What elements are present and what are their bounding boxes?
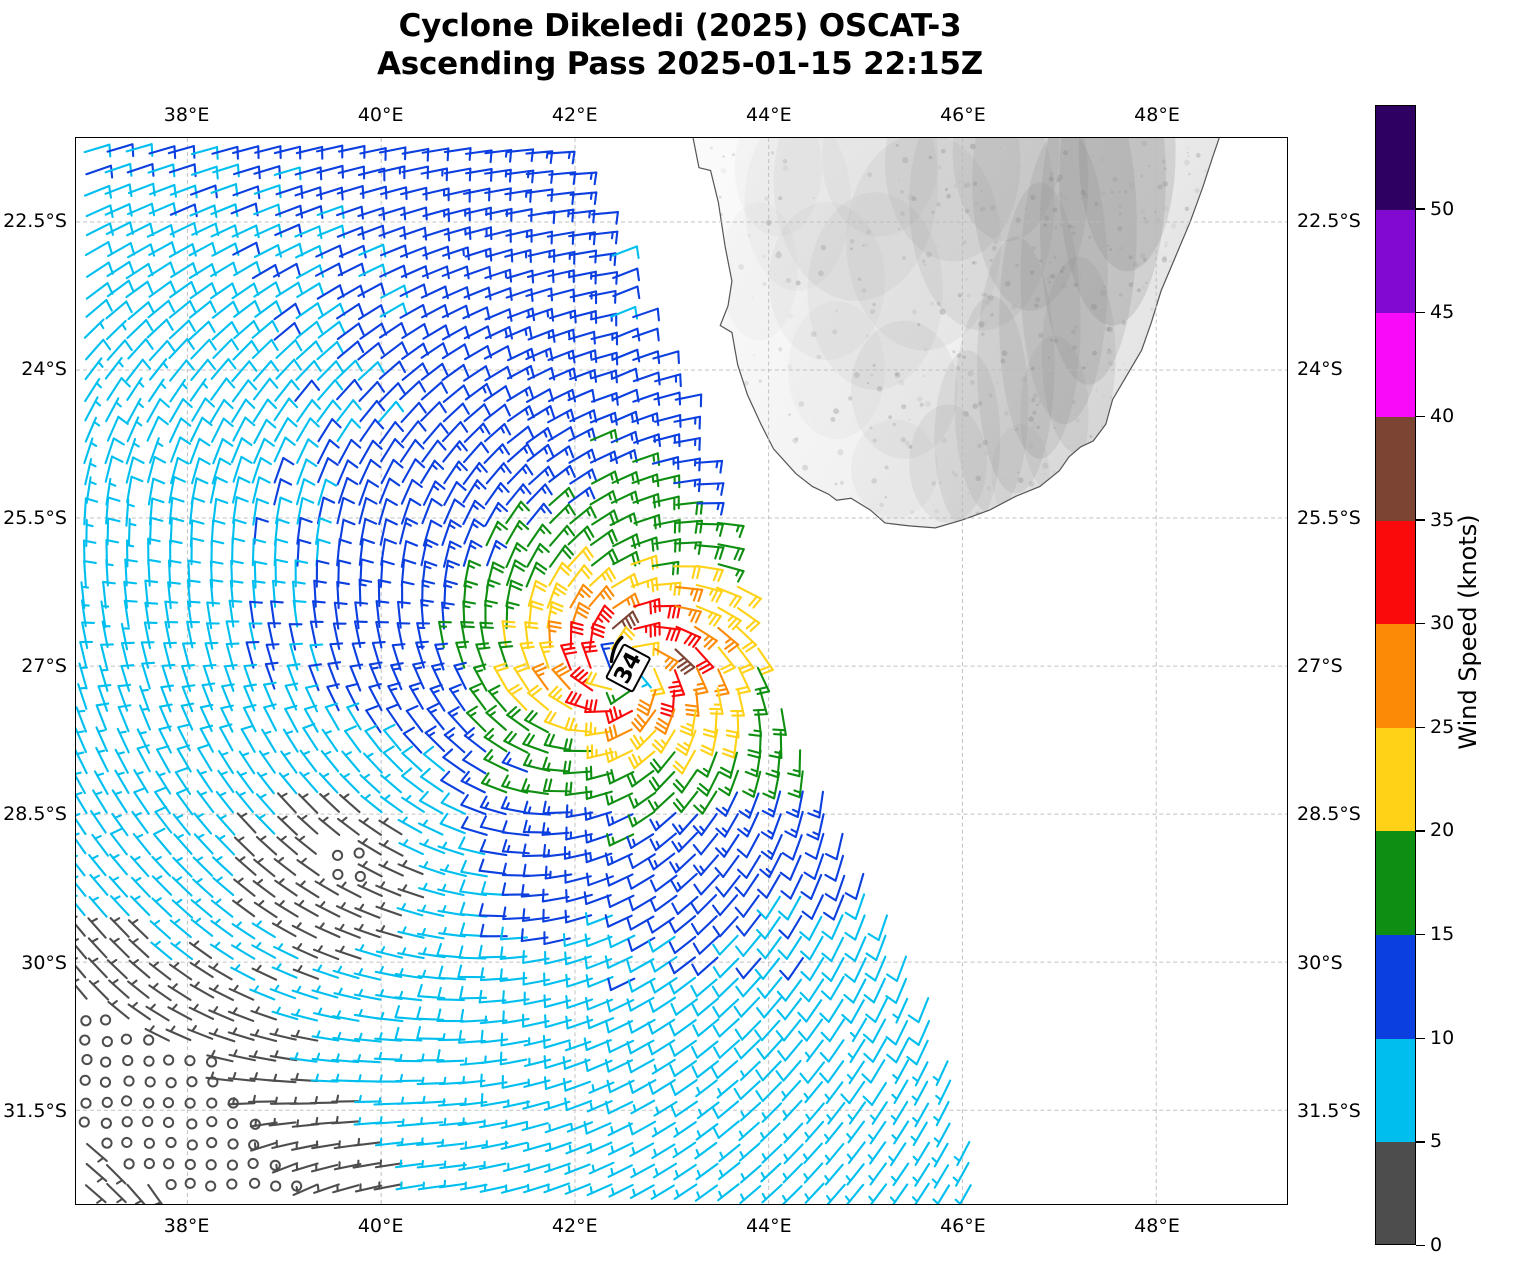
colorbar-tick-45: 45 (1416, 301, 1454, 323)
colorbar-tick-5: 5 (1416, 1130, 1442, 1152)
title-line-2: Ascending Pass 2025-01-15 22:15Z (376, 45, 984, 82)
ytick-left-1: 24°S (21, 358, 67, 381)
xtick-top-38: 38°E (163, 104, 210, 126)
xtick-bottom-48: 48°E (1134, 1215, 1180, 1237)
colorbar-band-45-50 (1376, 209, 1415, 314)
ytick-left-6: 31.5°S (3, 1100, 67, 1123)
ytick-left-4: 28.5°S (3, 803, 67, 826)
map-plot-area[interactable]: 34 (75, 137, 1288, 1205)
xtick-bottom-42: 42°E (551, 1215, 598, 1237)
xtick-top-44: 44°E (745, 104, 792, 126)
ytick-right-3: 27°S (1297, 655, 1343, 678)
wind-barbs (76, 143, 972, 1204)
page-title: Cyclone Dikeledi (2025) OSCAT-3 Ascendin… (0, 8, 1360, 84)
ytick-right-2: 25.5°S (1297, 506, 1361, 529)
ytick-right-1: 24°S (1297, 358, 1343, 381)
xtick-bottom-46: 46°E (940, 1215, 986, 1237)
colorbar-tick-35: 35 (1416, 509, 1454, 531)
xtick-top-46: 46°E (940, 104, 986, 126)
colorbar-tick-20: 20 (1416, 819, 1454, 841)
colorbar-band-15-20 (1376, 831, 1415, 935)
colorbar-band-20-25 (1376, 727, 1415, 832)
xtick-top-48: 48°E (1134, 104, 1180, 126)
colorbar-band-10-15 (1376, 935, 1415, 1039)
xtick-top-42: 42°E (551, 104, 598, 126)
xtick-bottom-44: 44°E (745, 1215, 792, 1237)
ytick-right-4: 28.5°S (1297, 803, 1361, 826)
xtick-bottom-40: 40°E (357, 1215, 404, 1237)
colorbar-band-25-30 (1376, 624, 1415, 728)
title-line-1: Cyclone Dikeledi (2025) OSCAT-3 (398, 8, 962, 44)
wind-barb-map: 34 (76, 138, 1287, 1204)
ytick-right-6: 31.5°S (1297, 1100, 1361, 1123)
ytick-right-5: 30°S (1297, 951, 1343, 974)
colorbar-band-30-35 (1376, 520, 1415, 625)
colorbar-tick-0: 0 (1416, 1234, 1442, 1256)
colorbar-tick-40: 40 (1416, 405, 1454, 427)
colorbar-tick-30: 30 (1416, 612, 1454, 634)
colorbar-tick-15: 15 (1416, 923, 1454, 945)
colorbar-band-5-10 (1376, 1038, 1415, 1143)
colorbar-band-40-45 (1376, 313, 1415, 417)
colorbar-band-50-55 (1376, 106, 1415, 210)
ytick-left-0: 22.5°S (3, 210, 67, 233)
ytick-left-5: 30°S (21, 951, 67, 974)
madagascar-landmass (692, 138, 1220, 529)
colorbar[interactable] (1375, 105, 1416, 1245)
colorbar-tick-25: 25 (1416, 716, 1454, 738)
xtick-bottom-38: 38°E (163, 1215, 210, 1237)
colorbar-band-0-5 (1376, 1142, 1415, 1244)
ytick-right-0: 22.5°S (1297, 210, 1361, 233)
ytick-left-2: 25.5°S (3, 506, 67, 529)
colorbar-tick-50: 50 (1416, 198, 1454, 220)
terrain-relief (709, 138, 1220, 528)
colorbar-tick-10: 10 (1416, 1027, 1454, 1049)
colorbar-label: Wind Speed (knots) (1454, 514, 1482, 750)
colorbar-band-35-40 (1376, 416, 1415, 521)
xtick-top-40: 40°E (357, 104, 404, 126)
ytick-left-3: 27°S (21, 655, 67, 678)
